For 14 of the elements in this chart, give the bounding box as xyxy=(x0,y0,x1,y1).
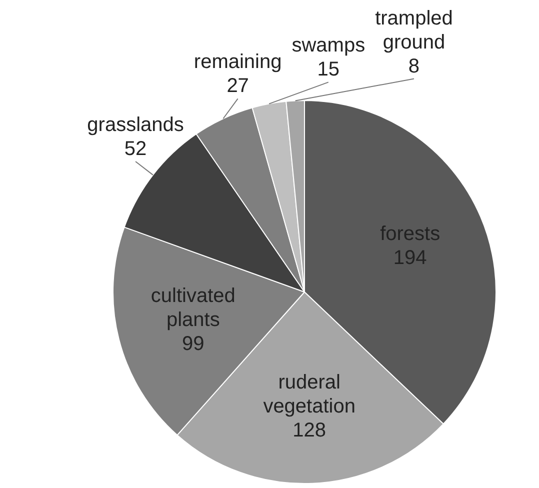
data-label: 194 xyxy=(393,247,427,270)
slice-label: trampled ground xyxy=(375,7,453,54)
slice-label: swamps xyxy=(292,34,366,57)
slice-label: ruderal vegetation xyxy=(263,371,356,418)
data-label: 27 xyxy=(226,75,249,98)
data-label: 52 xyxy=(124,138,147,160)
data-label: 15 xyxy=(317,58,340,81)
data-label: 8 xyxy=(408,55,420,78)
slice-label: forests xyxy=(380,223,440,246)
slice-label: grasslands xyxy=(87,114,184,136)
slice-label: remaining xyxy=(194,51,282,74)
data-label: 128 xyxy=(292,419,326,442)
slice-label: cultivated plants xyxy=(150,284,236,331)
data-label: 99 xyxy=(182,332,204,355)
